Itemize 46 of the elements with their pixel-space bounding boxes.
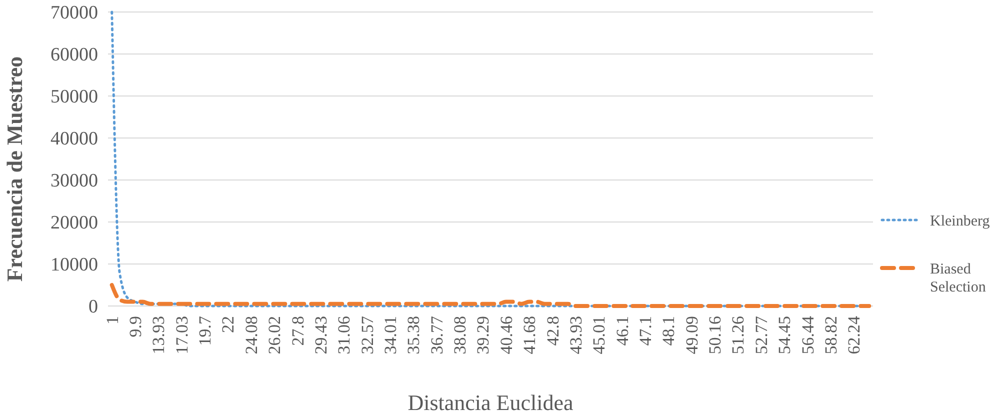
x-tick-label: 36.77 bbox=[427, 316, 446, 354]
x-tick-label: 13.93 bbox=[149, 316, 168, 354]
x-tick-label: 19.7 bbox=[196, 316, 215, 346]
x-tick-label: 51.26 bbox=[728, 316, 748, 354]
y-tick-label: 70000 bbox=[50, 2, 98, 24]
x-tick-label: 52.77 bbox=[752, 316, 771, 354]
x-tick-label: 1 bbox=[102, 316, 122, 324]
x-tick-label: 31.06 bbox=[334, 316, 354, 354]
line-series bbox=[110, 283, 872, 308]
x-tick-label: 27.8 bbox=[288, 316, 308, 346]
y-tick-label: 50000 bbox=[50, 86, 98, 108]
y-tick-label: 30000 bbox=[50, 170, 98, 192]
legend-label: Biased Selection bbox=[930, 261, 986, 296]
x-axis-title: Distancia Euclidea bbox=[408, 390, 574, 415]
x-tick-label: 56.44 bbox=[798, 316, 818, 354]
y-tick-label: 40000 bbox=[50, 128, 98, 150]
y-axis-title: Frecuencia de Muestreo bbox=[2, 56, 27, 282]
x-tick-label: 58.82 bbox=[821, 316, 840, 354]
x-tick-label: 9.9 bbox=[126, 316, 145, 338]
x-tick-label: 41.68 bbox=[520, 316, 540, 354]
x-tick-label: 22 bbox=[218, 316, 238, 333]
y-tick-label: 20000 bbox=[50, 212, 98, 234]
x-tick-label: 38.08 bbox=[450, 316, 470, 354]
x-tick-label: 35.38 bbox=[404, 316, 424, 354]
x-tick-label: 40.46 bbox=[496, 316, 516, 354]
x-tick-label: 17.03 bbox=[172, 316, 192, 354]
x-tick-label: 34.01 bbox=[380, 316, 400, 354]
x-tick-label: 50.16 bbox=[706, 316, 725, 354]
x-tick-label: 26.02 bbox=[265, 316, 284, 354]
legend-label: Kleinberg bbox=[930, 213, 990, 230]
x-tick-label: 45.01 bbox=[590, 316, 609, 354]
x-tick-label: 43.93 bbox=[566, 316, 586, 354]
x-tick-label: 62.24 bbox=[844, 316, 864, 354]
x-tick-label: 54.45 bbox=[775, 316, 794, 354]
x-tick-label: 48.1 bbox=[659, 316, 678, 346]
x-tick-label: 32.57 bbox=[358, 316, 377, 354]
x-tick-label: 46.1 bbox=[612, 316, 632, 346]
x-tick-label: 29.43 bbox=[311, 316, 330, 354]
x-tick-label: 24.08 bbox=[242, 316, 261, 354]
x-tick-label: 42.8 bbox=[543, 316, 562, 346]
y-tick-label: 60000 bbox=[50, 44, 98, 66]
x-tick-label: 47.1 bbox=[636, 316, 655, 346]
x-tick-label: 49.09 bbox=[682, 316, 702, 354]
y-tick-label: 0 bbox=[88, 296, 98, 318]
y-tick-label: 10000 bbox=[50, 254, 98, 276]
x-tick-label: 39.29 bbox=[474, 316, 493, 354]
